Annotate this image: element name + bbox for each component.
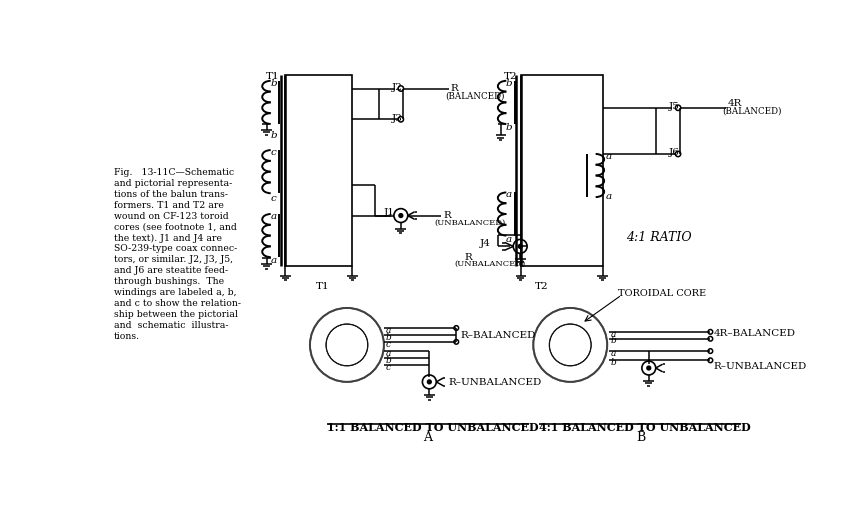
Text: R: R <box>443 211 451 220</box>
Text: a: a <box>505 190 511 199</box>
Text: a: a <box>605 152 612 161</box>
Circle shape <box>518 244 522 248</box>
Circle shape <box>550 325 591 365</box>
Text: 1:1 BALANCED TO UNBALANCED: 1:1 BALANCED TO UNBALANCED <box>327 422 538 433</box>
Text: and c to show the relation-: and c to show the relation- <box>114 299 240 308</box>
Text: a: a <box>270 212 277 221</box>
Text: c: c <box>386 363 390 371</box>
Text: a: a <box>505 235 511 244</box>
Text: and  schematic  illustra-: and schematic illustra- <box>114 321 228 330</box>
Text: R: R <box>451 84 459 93</box>
Text: tors, or similar. J2, J3, J5,: tors, or similar. J2, J3, J5, <box>114 255 232 264</box>
Text: c: c <box>270 148 276 157</box>
Text: b: b <box>505 78 512 88</box>
Circle shape <box>327 325 367 365</box>
Text: J2: J2 <box>392 83 402 92</box>
Text: R: R <box>464 252 472 262</box>
Text: b: b <box>610 337 616 345</box>
Text: tions.: tions. <box>114 332 139 341</box>
Text: formers. T1 and T2 are: formers. T1 and T2 are <box>114 201 224 210</box>
Text: and pictorial representa-: and pictorial representa- <box>114 179 232 188</box>
Text: a: a <box>386 326 391 334</box>
Text: 4R: 4R <box>728 98 742 108</box>
Text: R–UNBALANCED: R–UNBALANCED <box>449 378 542 387</box>
Text: J4: J4 <box>480 239 490 248</box>
Text: T1: T1 <box>266 72 280 82</box>
Text: TOROIDAL CORE: TOROIDAL CORE <box>618 289 706 299</box>
Text: 4:1 BALANCED TO UNBALANCED: 4:1 BALANCED TO UNBALANCED <box>540 422 751 433</box>
Text: SO-239-type coax connec-: SO-239-type coax connec- <box>114 244 237 253</box>
Bar <box>521 75 603 266</box>
Text: a: a <box>270 255 277 265</box>
Text: (UNBALANCED): (UNBALANCED) <box>455 260 526 268</box>
Text: (BALANCED): (BALANCED) <box>722 106 782 115</box>
Text: tions of the balun trans-: tions of the balun trans- <box>114 190 227 199</box>
Text: b: b <box>610 358 616 367</box>
Text: ship between the pictorial: ship between the pictorial <box>114 310 238 319</box>
Text: Fig.   13-11C—Schematic: Fig. 13-11C—Schematic <box>114 168 233 177</box>
Text: T1: T1 <box>316 282 330 291</box>
Text: b: b <box>386 332 391 342</box>
Text: B: B <box>636 431 646 444</box>
Text: windings are labeled a, b,: windings are labeled a, b, <box>114 288 236 297</box>
Text: (BALANCED): (BALANCED) <box>445 92 505 101</box>
Text: J6: J6 <box>669 148 679 157</box>
Text: R–BALANCED: R–BALANCED <box>460 331 536 340</box>
Text: b: b <box>505 123 512 132</box>
Circle shape <box>427 380 431 384</box>
Text: a: a <box>605 192 612 202</box>
Bar <box>285 75 352 266</box>
Text: b: b <box>270 131 277 140</box>
Text: wound on CF-123 toroid: wound on CF-123 toroid <box>114 211 228 221</box>
Text: R–UNBALANCED: R–UNBALANCED <box>714 362 807 371</box>
Text: T2: T2 <box>504 72 517 82</box>
Circle shape <box>399 213 403 218</box>
Text: a: a <box>386 349 391 358</box>
Text: cores (see footnote 1, and: cores (see footnote 1, and <box>114 223 237 231</box>
Text: T2: T2 <box>535 282 548 291</box>
Text: (UNBALANCED): (UNBALANCED) <box>434 219 505 227</box>
Text: b: b <box>386 356 391 365</box>
Text: 4:1 RATIO: 4:1 RATIO <box>626 231 691 244</box>
Text: a: a <box>610 329 616 339</box>
Text: J1: J1 <box>384 208 395 217</box>
Text: the text). J1 and J4 are: the text). J1 and J4 are <box>114 233 221 243</box>
Text: b: b <box>270 78 277 88</box>
Text: J5: J5 <box>669 102 679 111</box>
Text: and J6 are steatite feed-: and J6 are steatite feed- <box>114 266 228 275</box>
Circle shape <box>647 366 651 370</box>
Text: 4R–BALANCED: 4R–BALANCED <box>714 329 796 338</box>
Text: a: a <box>610 349 616 358</box>
Text: A: A <box>424 431 432 444</box>
Text: c: c <box>386 340 390 348</box>
Text: through bushings.  The: through bushings. The <box>114 277 224 286</box>
Text: c: c <box>270 194 276 203</box>
Text: J3: J3 <box>392 114 402 123</box>
